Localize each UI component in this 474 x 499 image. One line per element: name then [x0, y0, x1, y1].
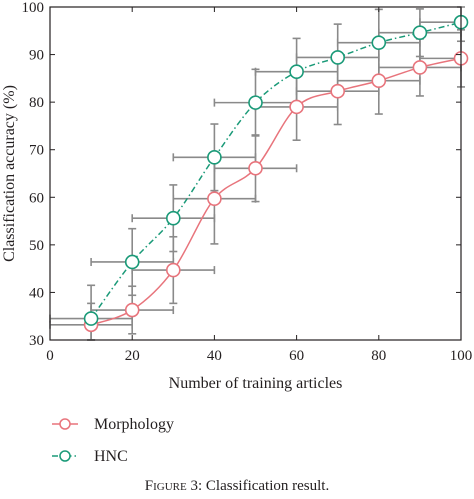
morphology-point	[124, 302, 140, 318]
y-tick-label: 40	[29, 285, 44, 301]
hnc-line	[90, 21, 462, 320]
y-tick-label: 60	[29, 190, 44, 206]
hnc-point	[83, 311, 99, 326]
legend-marker-morphology	[59, 418, 71, 430]
x-tick-label: 60	[289, 348, 304, 364]
morphology-line	[90, 57, 462, 326]
hnc-point	[166, 210, 181, 226]
y-tick-label: 100	[22, 0, 45, 16]
y-tick-label: 50	[29, 238, 44, 254]
morphology-point	[289, 99, 304, 115]
figure-caption: Figure 3: Classification result.	[0, 478, 474, 495]
series-lines	[90, 21, 462, 326]
hnc-point	[371, 35, 387, 50]
morphology-point	[371, 73, 387, 89]
morphology-point	[330, 83, 346, 99]
x-tick-label: 80	[371, 348, 386, 364]
hnc-point	[207, 150, 222, 165]
legend-label-morphology: Morphology	[94, 416, 174, 433]
hnc-point	[248, 95, 263, 110]
caption-label: Figure 3:	[144, 478, 203, 494]
y-axis-label: Classification accuracy (%)	[1, 85, 18, 262]
x-tick-label: 40	[207, 348, 222, 364]
hnc-point	[330, 50, 346, 65]
morphology-point	[207, 191, 222, 207]
hnc-point	[124, 254, 140, 270]
y-tick-label: 90	[29, 48, 44, 64]
y-tick-label: 70	[29, 143, 44, 159]
morphology-point	[412, 60, 428, 75]
y-tick-label: 30	[29, 333, 44, 349]
legend-marker-hnc	[59, 450, 71, 462]
x-tick-label: 0	[46, 348, 54, 364]
caption-text: Classification result.	[205, 478, 330, 494]
plot-frame	[49, 6, 462, 341]
morphology-point	[248, 160, 263, 176]
x-axis-label: Number of training articles	[169, 375, 343, 392]
classification-accuracy-chart: 0 20 40 60 80 100 30 40 50 60 70 80 90 100 Number of …	[1, 0, 473, 465]
axis-ticks: 0 20 40 60 80 100 30 40 50 60 70 80 90 100	[22, 0, 473, 364]
hnc-point	[289, 64, 304, 79]
x-tick-label: 20	[125, 348, 140, 364]
series-markers	[83, 14, 469, 333]
y-tick-label: 80	[29, 95, 44, 111]
hnc-point	[412, 25, 428, 40]
x-tick-label: 100	[450, 348, 473, 364]
legend: Morphology HNC	[52, 416, 174, 465]
legend-label-hnc: HNC	[94, 448, 128, 465]
morphology-point	[166, 262, 181, 278]
